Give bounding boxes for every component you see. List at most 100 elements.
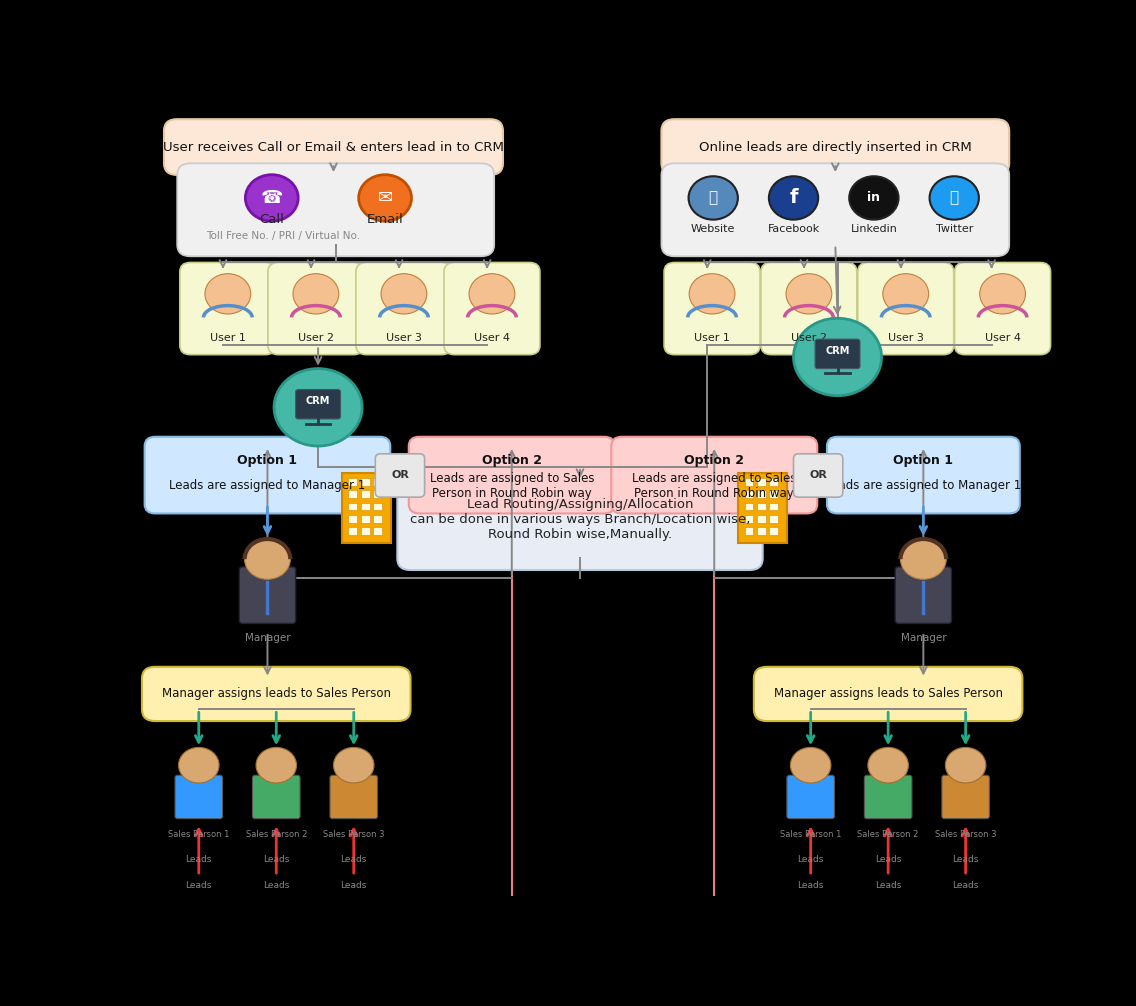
FancyBboxPatch shape	[349, 515, 357, 523]
Circle shape	[901, 539, 946, 579]
Circle shape	[245, 175, 298, 221]
Text: Option 2: Option 2	[482, 454, 542, 467]
FancyBboxPatch shape	[349, 478, 357, 486]
FancyBboxPatch shape	[373, 527, 382, 535]
Text: Sales Person 3: Sales Person 3	[935, 830, 996, 839]
FancyBboxPatch shape	[373, 478, 382, 486]
Text: Sales Person 1: Sales Person 1	[168, 830, 229, 839]
FancyBboxPatch shape	[295, 389, 341, 418]
Text: User 1: User 1	[210, 333, 245, 343]
Text: Email: Email	[367, 213, 403, 226]
Text: Leads: Leads	[341, 855, 367, 864]
FancyBboxPatch shape	[757, 515, 766, 523]
Text: CRM: CRM	[826, 346, 850, 356]
FancyBboxPatch shape	[895, 567, 952, 624]
Text: ✉: ✉	[377, 189, 393, 207]
FancyBboxPatch shape	[179, 263, 276, 355]
FancyBboxPatch shape	[398, 469, 762, 570]
FancyBboxPatch shape	[409, 437, 615, 513]
Text: Lead Routing/Assigning/Allocation
can be done in various ways Branch/Location wi: Lead Routing/Assigning/Allocation can be…	[410, 498, 750, 541]
Text: Sales Person 2: Sales Person 2	[858, 830, 919, 839]
FancyBboxPatch shape	[373, 503, 382, 510]
Text: User 2: User 2	[298, 333, 334, 343]
FancyBboxPatch shape	[744, 503, 753, 510]
Text: User 1: User 1	[694, 333, 730, 343]
Text: Leads: Leads	[797, 855, 824, 864]
FancyBboxPatch shape	[611, 437, 817, 513]
Text: Leads are assigned to Sales
Person in Round Robin way: Leads are assigned to Sales Person in Ro…	[429, 472, 594, 500]
Text: Leads are assigned to Manager 1: Leads are assigned to Manager 1	[825, 479, 1021, 492]
Text: CRM: CRM	[306, 396, 331, 406]
FancyBboxPatch shape	[858, 263, 954, 355]
Circle shape	[690, 274, 735, 314]
Text: Leads: Leads	[264, 855, 290, 864]
FancyBboxPatch shape	[444, 263, 540, 355]
FancyBboxPatch shape	[329, 776, 377, 819]
Text: Leads are assigned to Sales
Person in Round Robin way: Leads are assigned to Sales Person in Ro…	[632, 472, 796, 500]
Circle shape	[469, 274, 515, 314]
Text: Leads: Leads	[875, 881, 901, 890]
FancyBboxPatch shape	[744, 515, 753, 523]
Text: Toll Free No. / PRI / Virtual No.: Toll Free No. / PRI / Virtual No.	[207, 231, 360, 241]
Text: User 2: User 2	[791, 333, 827, 343]
Text: Option 1: Option 1	[893, 454, 953, 467]
Circle shape	[204, 274, 251, 314]
FancyBboxPatch shape	[761, 263, 857, 355]
FancyBboxPatch shape	[757, 478, 766, 486]
Circle shape	[244, 539, 291, 579]
Circle shape	[850, 176, 899, 219]
FancyBboxPatch shape	[164, 119, 503, 175]
FancyBboxPatch shape	[757, 527, 766, 535]
FancyBboxPatch shape	[177, 163, 494, 257]
FancyBboxPatch shape	[665, 263, 760, 355]
FancyBboxPatch shape	[342, 473, 391, 543]
FancyBboxPatch shape	[240, 567, 295, 624]
FancyBboxPatch shape	[361, 515, 369, 523]
Circle shape	[791, 747, 830, 783]
Circle shape	[274, 368, 362, 446]
FancyBboxPatch shape	[349, 490, 357, 498]
Text: Leads: Leads	[185, 881, 212, 890]
Text: 🐦: 🐦	[950, 190, 959, 205]
Circle shape	[256, 747, 296, 783]
Text: Sales Person 2: Sales Person 2	[245, 830, 307, 839]
FancyBboxPatch shape	[361, 478, 369, 486]
FancyBboxPatch shape	[757, 490, 766, 498]
Circle shape	[381, 274, 427, 314]
FancyBboxPatch shape	[757, 503, 766, 510]
Text: Manager: Manager	[901, 633, 946, 643]
FancyBboxPatch shape	[661, 119, 1009, 175]
Text: Online leads are directly inserted in CRM: Online leads are directly inserted in CR…	[699, 141, 971, 154]
FancyBboxPatch shape	[954, 263, 1051, 355]
Circle shape	[945, 747, 986, 783]
FancyBboxPatch shape	[815, 339, 860, 368]
Circle shape	[786, 274, 832, 314]
FancyBboxPatch shape	[356, 263, 452, 355]
Text: Twitter: Twitter	[936, 224, 972, 234]
Circle shape	[769, 176, 818, 219]
Text: Leads: Leads	[264, 881, 290, 890]
FancyBboxPatch shape	[349, 527, 357, 535]
FancyBboxPatch shape	[744, 478, 753, 486]
Text: Leads: Leads	[952, 881, 979, 890]
Text: 🌐: 🌐	[709, 190, 718, 205]
FancyBboxPatch shape	[744, 527, 753, 535]
Circle shape	[178, 747, 219, 783]
Text: Leads are assigned to Manager 1: Leads are assigned to Manager 1	[169, 479, 366, 492]
Text: Call: Call	[259, 213, 284, 226]
Text: ☎: ☎	[260, 189, 283, 207]
FancyBboxPatch shape	[793, 454, 843, 497]
Text: Linkedin: Linkedin	[851, 224, 897, 234]
Text: in: in	[868, 191, 880, 204]
FancyBboxPatch shape	[738, 473, 787, 543]
Text: User 4: User 4	[985, 333, 1020, 343]
FancyBboxPatch shape	[661, 163, 1009, 257]
FancyBboxPatch shape	[361, 527, 369, 535]
Text: OR: OR	[809, 471, 827, 481]
FancyBboxPatch shape	[744, 490, 753, 498]
Text: OR: OR	[391, 471, 409, 481]
FancyBboxPatch shape	[769, 515, 778, 523]
FancyBboxPatch shape	[361, 490, 369, 498]
FancyBboxPatch shape	[144, 437, 391, 513]
FancyBboxPatch shape	[864, 776, 912, 819]
